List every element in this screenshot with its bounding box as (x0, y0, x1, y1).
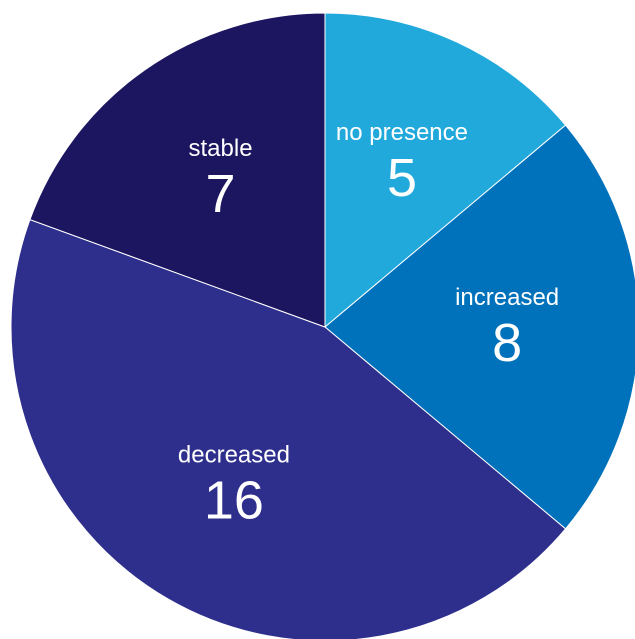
slice-value-no-presence: 5 (387, 148, 417, 208)
pie-slice-decreased (10, 218, 567, 639)
slice-label-stable: stable (189, 135, 253, 162)
slice-label-decreased: decreased (178, 442, 290, 469)
pie-slice-stable (29, 12, 326, 328)
slice-label-increased: increased (455, 284, 559, 311)
slice-value-stable: 7 (206, 164, 236, 224)
pie-slices (10, 12, 635, 639)
slice-value-increased: 8 (492, 313, 522, 373)
pie-slice-increased (324, 124, 635, 530)
slice-label-no-presence: no presence (336, 119, 468, 146)
slice-value-decreased: 16 (204, 471, 264, 531)
pie-slice-no-presence (324, 12, 567, 329)
